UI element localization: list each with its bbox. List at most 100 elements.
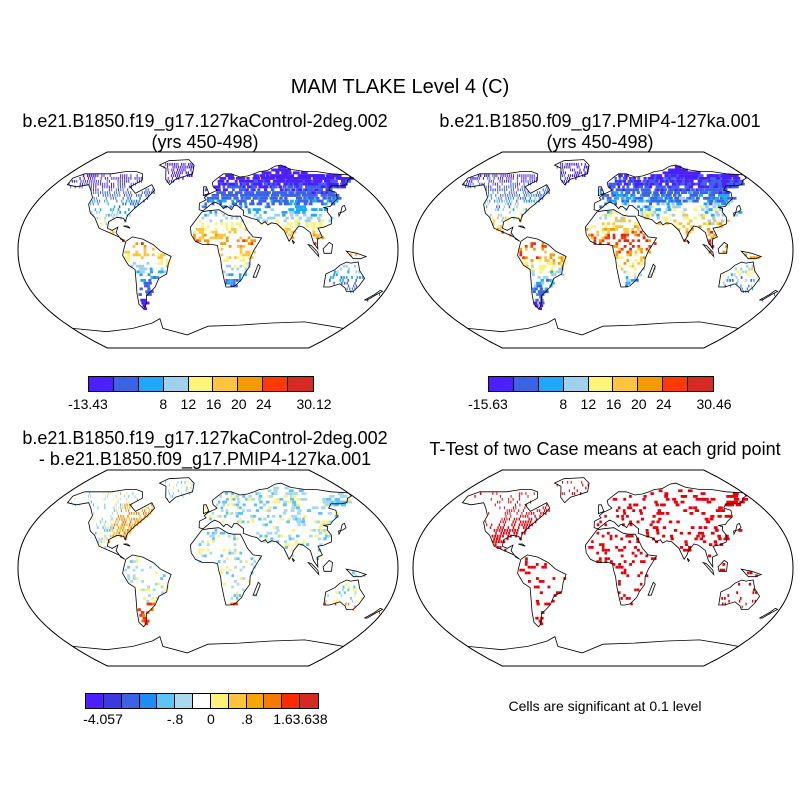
grid-cell xyxy=(109,194,111,197)
grid-cell xyxy=(231,182,234,186)
grid-cell xyxy=(131,512,133,515)
grid-cell xyxy=(640,250,643,254)
grid-cell xyxy=(641,517,644,521)
grid-cell xyxy=(201,554,204,558)
grid-cell xyxy=(529,177,531,180)
grid-cell xyxy=(697,185,703,189)
grid-cell xyxy=(119,529,121,532)
grid-cell xyxy=(528,523,531,527)
grid-cell xyxy=(646,179,650,183)
grid-cell xyxy=(622,185,625,189)
grid-cell xyxy=(259,182,263,186)
grid-cell xyxy=(718,506,723,510)
grid-cell xyxy=(550,270,554,274)
grid-cell xyxy=(270,199,274,203)
grid-cell xyxy=(755,574,758,578)
grid-cell xyxy=(138,199,140,203)
colorbar-control-labels: -13.43 8 12 16 20 24 30.12 xyxy=(68,396,331,414)
grid-cell xyxy=(147,512,150,515)
grid-cell xyxy=(346,287,348,291)
grid-cell xyxy=(251,179,255,183)
grid-cell xyxy=(192,483,194,487)
grid-cell xyxy=(601,236,605,240)
grid-cell xyxy=(221,196,224,200)
grid-cell xyxy=(517,182,518,186)
map-pmip4-cells xyxy=(463,162,775,311)
grid-cell xyxy=(499,188,501,192)
grid-cell xyxy=(321,497,327,501)
grid-cell xyxy=(163,588,167,592)
grid-cell xyxy=(130,560,133,563)
grid-cell xyxy=(277,179,282,183)
grid-cell xyxy=(102,194,104,197)
grid-cell xyxy=(506,517,508,521)
grid-cell xyxy=(140,517,143,521)
panel-ttest-title: T-Test of two Case means at each grid po… xyxy=(429,439,781,459)
grid-cell xyxy=(548,191,550,194)
grid-cell xyxy=(147,194,150,197)
grid-cell xyxy=(239,557,243,561)
grid-cell xyxy=(103,529,106,532)
grid-cell xyxy=(71,179,73,183)
grid-cell xyxy=(463,182,465,186)
grid-cell xyxy=(100,222,103,226)
grid-cell xyxy=(354,574,358,578)
grid-cell xyxy=(127,256,131,260)
grid-cell xyxy=(218,514,222,518)
grid-cell xyxy=(720,194,725,197)
grid-cell xyxy=(355,270,358,274)
grid-cell xyxy=(244,194,248,197)
grid-cell xyxy=(287,185,292,189)
grid-cell xyxy=(230,216,234,220)
colorbar-swatch xyxy=(663,377,688,391)
grid-cell xyxy=(347,267,350,271)
grid-cell xyxy=(707,230,711,234)
grid-cell xyxy=(700,213,705,217)
grid-cell xyxy=(244,228,248,231)
grid-cell xyxy=(655,526,659,529)
grid-cell xyxy=(563,171,565,175)
grid-cell xyxy=(670,537,674,541)
grid-cell xyxy=(323,202,328,206)
grid-cell xyxy=(672,213,676,217)
grid-cell xyxy=(252,188,256,192)
grid-cell xyxy=(691,194,696,197)
grid-cell xyxy=(688,546,692,549)
grid-cell xyxy=(225,571,229,575)
grid-cell xyxy=(121,523,123,527)
grid-cell xyxy=(290,208,295,211)
grid-cell xyxy=(628,219,631,223)
grid-cell xyxy=(214,529,218,532)
grid-cell xyxy=(510,185,512,189)
grid-cell xyxy=(124,202,127,206)
map-pmip4-coastline xyxy=(461,159,779,336)
grid-cell xyxy=(135,199,138,203)
colorbar-tick-label: 16 xyxy=(205,396,222,412)
grid-cell xyxy=(127,253,130,257)
grid-cell xyxy=(744,253,747,257)
grid-cell xyxy=(272,182,277,186)
grid-cell xyxy=(105,526,107,529)
grid-cell xyxy=(155,588,159,592)
grid-cell xyxy=(287,182,292,186)
grid-cell xyxy=(640,213,644,217)
grid-cell xyxy=(329,495,335,498)
grid-cell xyxy=(109,529,111,532)
grid-cell xyxy=(222,213,226,217)
grid-cell xyxy=(534,196,536,200)
grid-cell xyxy=(113,523,116,527)
grid-cell xyxy=(599,557,602,561)
grid-cell xyxy=(621,199,625,203)
grid-cell xyxy=(497,225,500,228)
grid-cell xyxy=(522,259,526,262)
grid-cell xyxy=(241,509,245,512)
grid-cell xyxy=(117,177,119,180)
grid-cell xyxy=(289,182,294,186)
grid-cell xyxy=(311,506,317,510)
grid-cell xyxy=(643,191,647,194)
grid-cell xyxy=(314,506,319,510)
grid-cell xyxy=(498,529,501,532)
grid-cell xyxy=(117,520,119,524)
grid-cell xyxy=(129,506,131,510)
grid-cell xyxy=(616,179,620,183)
